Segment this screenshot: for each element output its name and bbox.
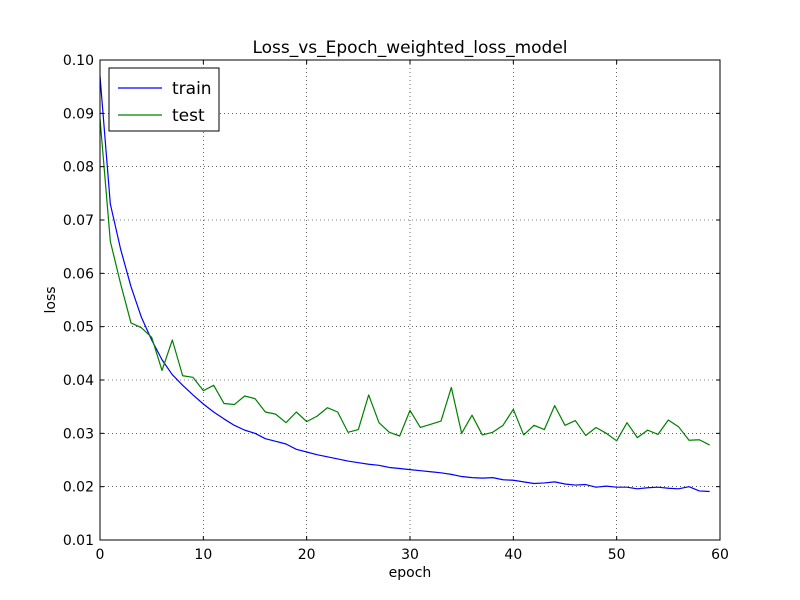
y-tick-label: 0.04 <box>63 373 94 389</box>
y-tick-label: 0.03 <box>63 426 94 442</box>
x-tick-label: 10 <box>194 547 212 563</box>
series-line-test <box>100 118 710 446</box>
series-layer <box>100 75 710 493</box>
series-line-train <box>100 75 710 493</box>
legend-label-test: test <box>172 106 205 126</box>
x-tick-label: 40 <box>504 547 522 563</box>
x-axis-tick-labels: 0 10 20 30 40 50 60 <box>96 547 729 563</box>
y-axis-tick-labels: 0.01 0.02 0.03 0.04 0.05 0.06 0.07 0.08 0.09 0.10 <box>63 53 94 549</box>
y-axis-label: loss <box>43 286 59 313</box>
x-tick-label: 50 <box>608 547 626 563</box>
y-tick-label: 0.01 <box>63 533 94 549</box>
legend-label-train: train <box>172 79 212 99</box>
y-tick-label: 0.09 <box>63 106 94 122</box>
y-tick-label: 0.07 <box>63 213 94 229</box>
legend-box <box>108 67 220 132</box>
chart-title: Loss_vs_Epoch_weighted_loss_model <box>252 38 567 58</box>
x-axis-label: epoch <box>389 565 432 581</box>
y-tick-label: 0.08 <box>63 160 94 176</box>
x-tick-label: 20 <box>298 547 316 563</box>
y-tick-label: 0.05 <box>63 320 94 336</box>
y-tick-label: 0.10 <box>63 53 94 69</box>
grid <box>100 60 720 540</box>
x-tick-label: 30 <box>401 547 419 563</box>
legend: train test <box>108 67 220 132</box>
x-tick-label: 60 <box>711 547 729 563</box>
y-tick-label: 0.06 <box>63 266 94 282</box>
x-tick-label: 0 <box>96 547 105 563</box>
tick-marks <box>99 59 721 541</box>
y-tick-label: 0.02 <box>63 480 94 496</box>
